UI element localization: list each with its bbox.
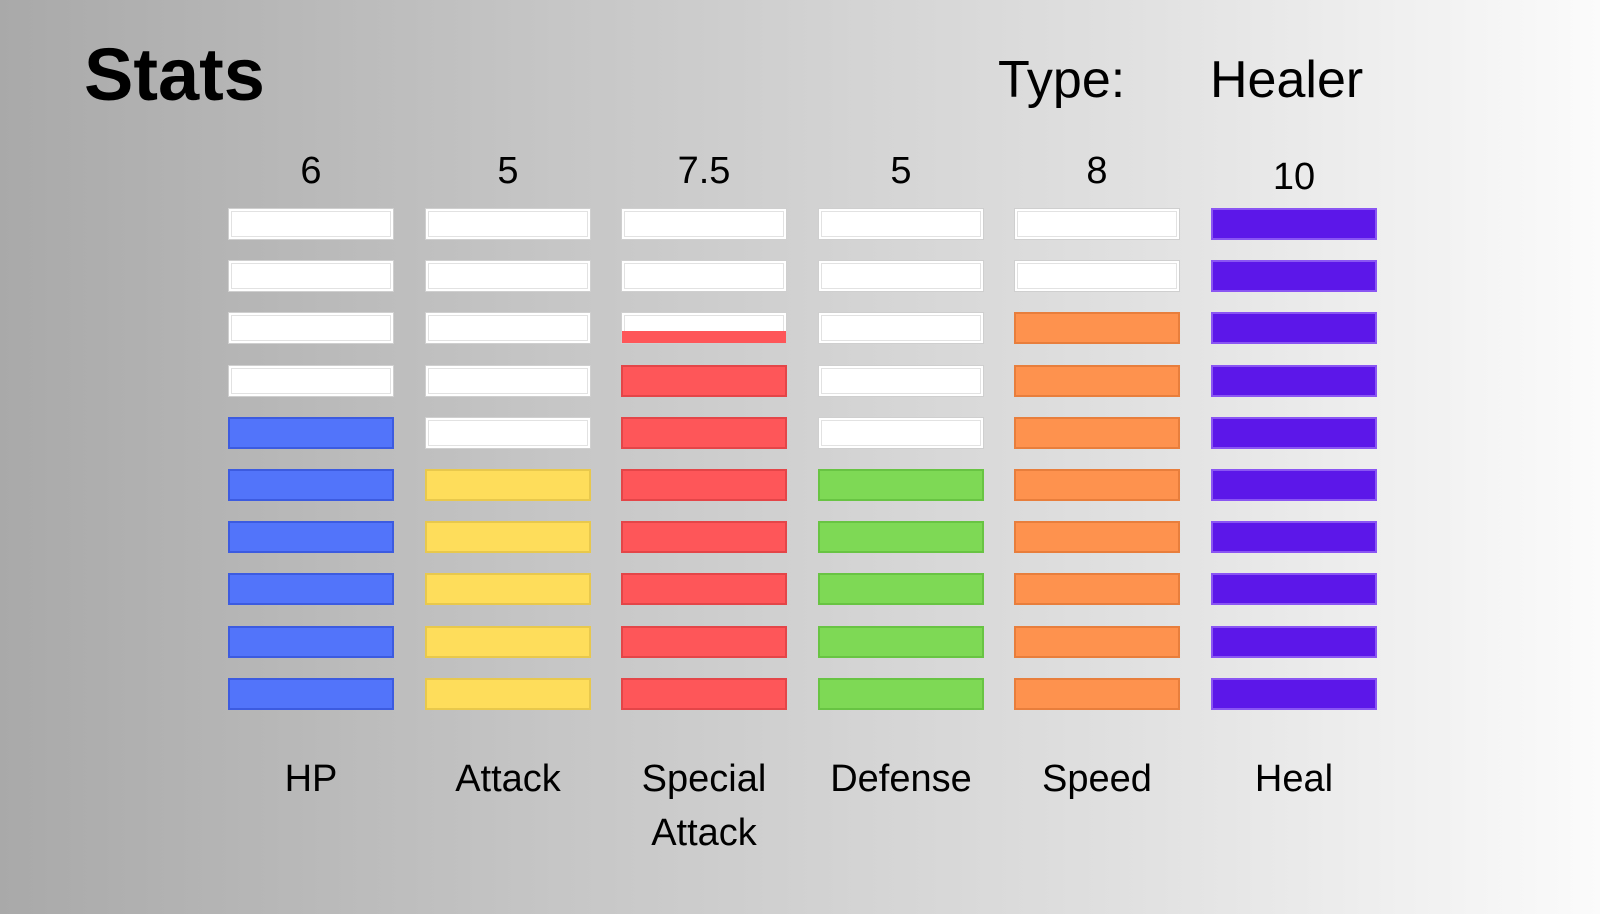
stat-segment (621, 626, 787, 658)
stat-segment (1014, 521, 1180, 553)
stat-segment (425, 208, 591, 240)
stat-segment (1211, 678, 1377, 710)
stat-segment (1211, 417, 1377, 449)
stat-segment (425, 573, 591, 605)
stat-segment (818, 678, 984, 710)
stat-segment (228, 260, 394, 292)
stat-segment (1014, 417, 1180, 449)
stat-value: 10 (1272, 156, 1316, 198)
stat-segment (228, 678, 394, 710)
stat-segment (425, 260, 591, 292)
stat-segment (425, 521, 591, 553)
stat-segment (425, 417, 591, 449)
stat-segment (818, 365, 984, 397)
stat-value: 7.5 (677, 150, 731, 192)
stat-heal: 10 Heal (1211, 0, 1377, 914)
stat-name: Special Attack (641, 758, 767, 854)
stat-segment (1211, 312, 1377, 344)
stat-segment (1211, 626, 1377, 658)
stat-segment (818, 260, 984, 292)
stat-segment (425, 678, 591, 710)
stat-hp: 6 HP (228, 0, 394, 914)
stat-segment (1014, 573, 1180, 605)
stat-segment (1014, 208, 1180, 240)
stat-name: Attack (455, 758, 561, 800)
stat-segment (1211, 521, 1377, 553)
stat-segment (818, 521, 984, 553)
stat-defense: 5 Defense (818, 0, 984, 914)
page-title: Stats (84, 33, 265, 116)
stat-value: 5 (890, 150, 912, 192)
stat-segment (1014, 626, 1180, 658)
stat-name: Defense (830, 758, 972, 800)
type-label: Type: (998, 51, 1126, 109)
stat-value: 5 (497, 150, 519, 192)
stat-segment (1014, 678, 1180, 710)
stat-value: 6 (300, 150, 322, 192)
stat-segment (1014, 260, 1180, 292)
stat-segment (1211, 573, 1377, 605)
stat-name: HP (284, 758, 338, 800)
stat-name: Speed (1042, 758, 1152, 800)
stat-segment (228, 469, 394, 501)
stat-segment (621, 678, 787, 710)
stat-segment (425, 626, 591, 658)
stat-attack: 5 Attack (425, 0, 591, 914)
stat-segment (1211, 208, 1377, 240)
stat-name: Heal (1254, 758, 1334, 800)
stat-segment (818, 208, 984, 240)
stat-segment (1211, 260, 1377, 292)
stat-segment (1014, 312, 1180, 344)
stat-segment (621, 573, 787, 605)
stat-value: 8 (1086, 150, 1108, 192)
stat-segment (228, 365, 394, 397)
stat-segment (228, 626, 394, 658)
stat-segment (621, 417, 787, 449)
stat-segment (425, 312, 591, 344)
stat-segment (1014, 365, 1180, 397)
stat-segment (621, 312, 787, 344)
stat-segment-fill (622, 331, 786, 343)
stat-segment (425, 365, 591, 397)
stat-segment (621, 469, 787, 501)
stat-speed: 8 Speed (1014, 0, 1180, 914)
stat-special-attack: 7.5 Special Attack (621, 0, 787, 914)
stat-segment (228, 573, 394, 605)
stat-segment (1014, 469, 1180, 501)
stat-segment (1211, 365, 1377, 397)
stat-segment (228, 312, 394, 344)
stat-segment (621, 365, 787, 397)
stat-segment (621, 208, 787, 240)
type-value: Healer (1210, 51, 1364, 109)
stat-segment (228, 208, 394, 240)
stat-segment (818, 417, 984, 449)
stat-segment (818, 573, 984, 605)
stat-segment (1211, 469, 1377, 501)
stat-segment (818, 469, 984, 501)
stat-segment (425, 469, 591, 501)
stat-segment (621, 260, 787, 292)
stat-segment (621, 521, 787, 553)
stat-segment (228, 521, 394, 553)
stat-segment (818, 312, 984, 344)
stat-segment (228, 417, 394, 449)
stat-segment (818, 626, 984, 658)
